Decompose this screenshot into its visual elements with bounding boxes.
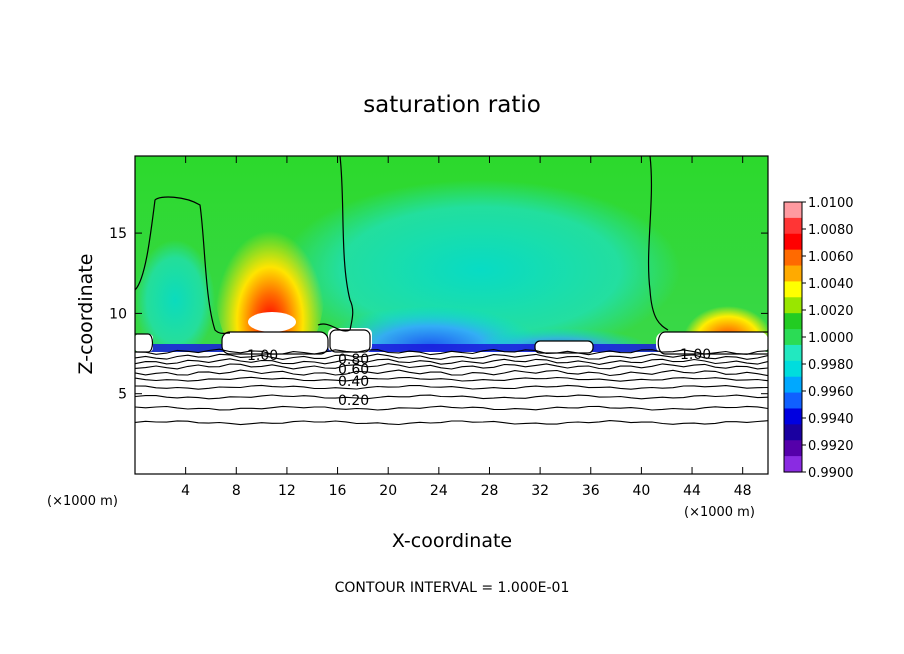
colorbar-tick-label: 0.9960 [808,385,854,400]
contour-level-line [135,353,768,360]
cloud-patch-2 [535,341,593,353]
x-tick-label: 8 [232,483,241,499]
contour-cloud-3 [657,331,768,355]
contour-level-line [135,384,768,390]
colorbar-swatch [784,313,802,330]
cloud-patch-5 [328,328,372,352]
cloud-patch-3 [656,332,768,354]
contour-interval-note: CONTOUR INTERVAL = 1.000E-01 [335,580,570,596]
contour-cloud-4 [135,333,154,353]
field-dark-band [150,344,670,352]
colorbar-swatch [784,392,802,410]
colorbar-tick-label: 0.9920 [808,439,854,454]
contour-1-left-boundary [135,196,231,334]
contour-level-line [135,358,768,365]
x-tick-label: 20 [379,483,397,499]
colorbar-swatch [784,456,802,473]
colorbar-swatch [784,281,802,298]
colorbar-swatch [784,233,802,251]
x-tick-label: 4 [181,483,190,499]
colorbar-swatch [784,217,802,235]
y-axis-label: Z-coordinate [75,254,97,375]
cloud-core-left [248,312,296,332]
colorbar-swatch [784,424,802,441]
colorbar-tick-label: 1.0020 [808,304,854,319]
colorbar: 1.0100 1.0080 1.0060 1.0040 1.0020 1.0000 0.99… [783,196,854,481]
contour-lines [135,156,768,355]
y-axis-ticks: 5 10 15 [109,226,768,403]
colorbar-tick-label: 0.9980 [808,358,854,373]
contour-level-line [135,363,768,370]
field-hot-left [215,195,325,375]
x-tick-label: 16 [329,483,347,499]
colorbar-tick-label: 1.0100 [808,196,854,211]
x-tick-label: 24 [430,483,448,499]
contour-level-line [135,369,768,377]
colorbar-swatch [784,360,802,378]
colorbar-tick-label: 1.0000 [808,331,854,346]
x-axis-label: X-coordinate [392,530,512,552]
contour-label: 0.80 [338,352,369,368]
contour-1-middle-boundary [317,156,354,332]
y-tick-label: 15 [109,226,127,242]
colorbar-swatch [784,344,802,362]
colorbar-tick-label: 0.9940 [808,412,854,427]
x-tick-label: 44 [683,483,701,499]
contour-level-line [135,420,768,426]
contour-cloud-2 [534,340,594,354]
x-axis-ticks: 4 8 12 16 20 24 28 32 36 40 44 48 [181,156,752,499]
contour-label: 0.40 [338,374,369,390]
x-tick-label: 48 [734,483,752,499]
colorbar-swatch [784,408,802,425]
cloud-patch-4 [135,334,153,352]
x-tick-label: 12 [278,483,296,499]
contour-label: 1.00 [247,348,278,364]
colorbar-tick-label: 1.0040 [808,277,854,292]
contour-label: 1.00 [680,347,711,363]
plot-frame [134,155,769,475]
contour-labels: 1.00 1.00 0.80 0.60 0.40 0.20 [247,347,711,409]
contour-level-line [135,405,768,411]
y-tick-label: 10 [109,306,127,322]
contour-1-right-boundary [647,156,669,331]
contour-level-line [135,376,768,382]
x-tick-label: 28 [481,483,499,499]
colorbar-tick-label: 0.9900 [808,466,854,481]
x-axis-unit-right: (×1000 m) [684,505,755,520]
x-tick-label: 40 [632,483,650,499]
colorbar-swatch [784,265,802,283]
x-tick-label: 36 [582,483,600,499]
chart-title: saturation ratio [363,92,541,118]
colorbar-tick-label: 1.0080 [808,223,854,238]
contour-level-line [135,348,768,356]
contour-level-lines [135,348,768,426]
colorbar-tick-label: 1.0060 [808,250,854,265]
colorbar-swatch [784,329,802,346]
contour-label: 0.20 [338,393,369,409]
x-axis-unit-left: (×1000 m) [47,494,118,509]
colorbar-swatch [784,202,802,219]
cloud-patch-1 [222,332,328,354]
x-tick-label: 32 [531,483,549,499]
field-cyan-left [135,240,215,360]
colorbar-swatch [784,376,802,394]
colorbar-swatch [784,440,802,457]
contour-label: 0.60 [338,362,369,378]
contour-level-line [135,394,768,400]
colorbar-swatch [784,249,802,267]
colorbar-swatch [784,297,802,314]
heatmap-field [135,156,768,474]
y-tick-label: 5 [118,387,127,403]
